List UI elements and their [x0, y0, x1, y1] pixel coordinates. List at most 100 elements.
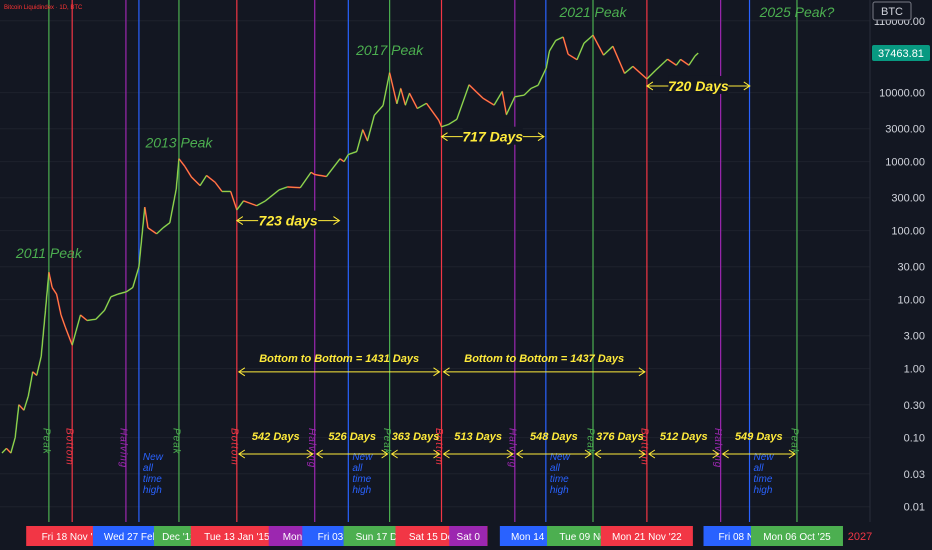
segment-arrow-head-left — [442, 449, 450, 459]
time-axis-year-label: 2027 — [848, 531, 872, 543]
span-label-background — [462, 126, 523, 145]
vline-text-ath-word: New — [352, 452, 373, 463]
peak-label: 2013 Peak — [144, 135, 213, 151]
vline-text-peak: Peak — [381, 428, 392, 455]
segment-label: 363 Days — [392, 431, 440, 443]
peak-label: 2021 Peak — [559, 4, 628, 20]
vline-text-ath-word: time — [352, 474, 371, 485]
y-tick-label: 3000.00 — [885, 124, 925, 136]
peak-label: 2017 Peak — [355, 42, 424, 58]
last-price-tag-background — [872, 45, 930, 62]
segment-label: 512 Days — [660, 431, 708, 443]
vline-text-ath-word: New — [550, 452, 571, 463]
price-trend-overlay — [1, 34, 699, 454]
bottom-to-bottom-arrow-head-right — [638, 367, 646, 377]
vline-text-peak: Peak — [40, 428, 51, 455]
vline-text-ath-word: all — [143, 463, 154, 474]
vline-text-ath-word: high — [754, 485, 773, 496]
segment-arrow-head-left — [647, 449, 656, 459]
vline-text-ath-word: all — [754, 463, 765, 474]
vline-text-halving: Halving — [306, 428, 317, 468]
segment-arrow-head-left — [515, 449, 524, 459]
date-tag-background — [600, 526, 693, 546]
symbol-label: BTC — [881, 6, 903, 18]
date-tag: Mon 14 Dec '20 — [511, 532, 581, 543]
y-tick-label: 10000.00 — [879, 88, 925, 100]
span-label: 717 Days — [462, 129, 523, 145]
peak-label: 2011 Peak — [15, 245, 83, 261]
vline-text-halving: Halving — [506, 428, 517, 468]
y-tick-label: 1000.00 — [885, 157, 925, 169]
bottom-to-bottom-arrow-head-left — [442, 367, 450, 377]
last-price-tag: 37463.81 — [872, 45, 930, 62]
segment-arrow-head-right — [381, 449, 389, 459]
date-tag: Mon 06 Oct '25 — [763, 532, 831, 543]
y-tick-label: 30.00 — [897, 262, 925, 274]
vline-text-peak: Peak — [585, 428, 596, 455]
span-arrow-head-left — [235, 216, 244, 225]
date-tag: Sat 15 Dec '18 — [409, 532, 475, 543]
bottom-to-bottom-arrow-head-left — [237, 367, 246, 377]
gridlines — [0, 20, 870, 508]
vline-text-ath-word: New — [143, 452, 164, 463]
vline-text-bottom: Bottom — [433, 428, 444, 466]
vline-text-bottom: Bottom — [228, 428, 239, 466]
date-tag: Tue 13 Jan '15 — [204, 532, 270, 543]
date-tag: Tue 09 Nov '21 — [559, 532, 627, 543]
y-tick-label: 3.00 — [904, 331, 925, 343]
vline-text-ath-word: high — [352, 485, 371, 496]
vline-text-bottom: Bottom — [64, 428, 75, 466]
peak-label: 2025 Peak? — [759, 4, 835, 20]
y-tick-label: 10.00 — [897, 295, 925, 307]
date-tag-background — [750, 526, 843, 546]
segment-label: 548 Days — [530, 431, 578, 443]
segment-arrow-head-left — [315, 449, 324, 459]
segment-arrow-head-left — [390, 449, 398, 459]
vline-text-peak: Peak — [170, 428, 181, 455]
segment-arrow-head-left — [237, 449, 246, 459]
segment-label: 542 Days — [252, 431, 300, 443]
y-tick-label: 100.00 — [891, 226, 925, 238]
symbol-box: BTC — [872, 1, 912, 21]
chart-title: Bitcoin Liquidindex · 1D, BTC — [4, 5, 83, 11]
vline-text-ath-word: time — [754, 474, 773, 485]
y-tick-label: 0.03 — [904, 469, 925, 481]
date-tag: Sun 17 Dec '17 — [356, 532, 425, 543]
date-tag-background — [449, 526, 488, 546]
vline-text-ath-word: high — [550, 485, 569, 496]
date-tag: Dec '13 — [162, 532, 196, 543]
segment-arrow-head-right — [306, 449, 314, 459]
vline-text-ath-word: high — [143, 485, 162, 496]
annotations: 2011 Peak 2013 Peak 2017 Peak 2021 Peak 2025… — [15, 4, 835, 459]
segment-arrow-head-right — [712, 449, 720, 459]
date-tag: Sat 0 — [457, 532, 481, 543]
segment-arrow-head-right — [433, 449, 441, 459]
vline-text-ath-word: all — [352, 463, 363, 474]
vline-text-peak: Peak — [788, 428, 799, 455]
segment-arrow-head-left — [594, 449, 602, 459]
y-tick-label: 1.00 — [904, 364, 925, 376]
segment-label: 513 Days — [454, 431, 502, 443]
vline-text-halving: Halving — [117, 428, 128, 468]
span-arrow-head-left — [440, 132, 448, 142]
vline-text-ath-word: time — [550, 474, 569, 485]
segment-label: 549 Days — [735, 431, 783, 443]
price-axis-background — [870, 0, 932, 522]
span-label: 723 days — [259, 213, 318, 229]
vline-text-ath-word: all — [550, 463, 561, 474]
segment-arrow-head-right — [788, 449, 796, 459]
vline-text-halving: Halving — [712, 428, 723, 468]
y-tick-label: 300.00 — [891, 193, 925, 205]
bottom-to-bottom-arrow-head-right — [433, 367, 441, 377]
span-arrow-head-right — [537, 132, 545, 142]
span-arrow-head-right — [333, 216, 341, 225]
span-label: 720 Days — [668, 78, 729, 94]
span-arrow-head-left — [645, 81, 654, 91]
span-label-background — [258, 210, 319, 229]
price-line — [1, 34, 699, 454]
price-axis[interactable]: 110000.0010000.003000.001000.00300.00100… — [869, 0, 932, 522]
